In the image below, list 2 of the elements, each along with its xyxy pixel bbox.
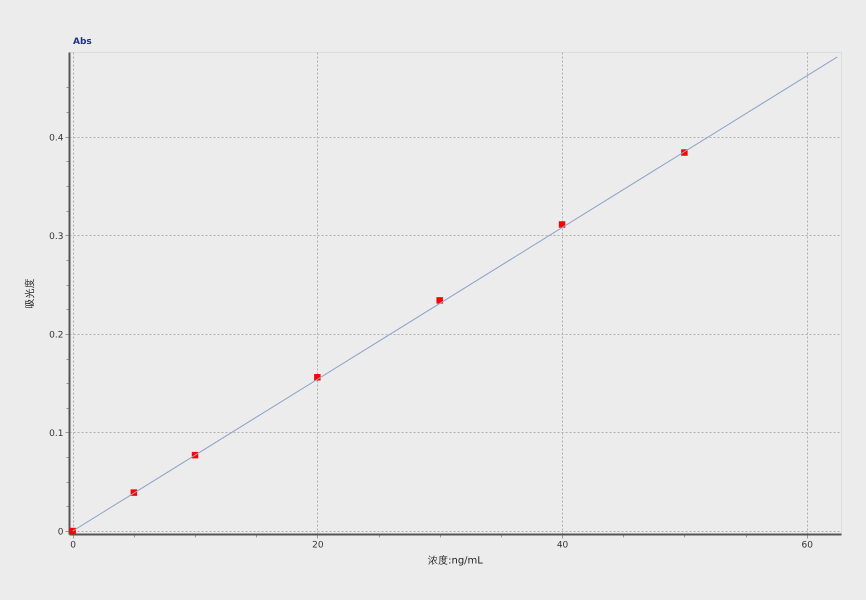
x-tick-label: 40 xyxy=(556,540,569,550)
x-tick-label: 60 xyxy=(802,540,814,550)
